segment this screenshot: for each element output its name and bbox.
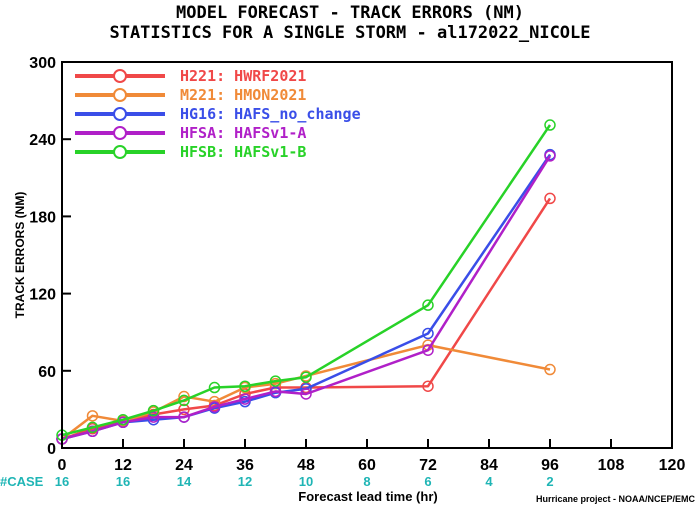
- x-tick-label: 36: [236, 457, 254, 474]
- x-tick-label: 84: [480, 457, 498, 474]
- credit-text: Hurricane project - NOAA/NCEP/EMC: [536, 494, 696, 504]
- case-count: 16: [116, 474, 130, 489]
- legend-entry: M221: HMON2021: [180, 86, 306, 104]
- data-point: [422, 344, 434, 356]
- legend-entry: HFSA: HAFSv1-A: [180, 124, 306, 142]
- series-1: [56, 192, 556, 445]
- data-point: [544, 192, 556, 205]
- y-tick-label: 60: [38, 364, 56, 381]
- data-point: [86, 410, 99, 422]
- y-axis-label: TRACK ERRORS (NM): [13, 192, 27, 319]
- x-tick-label: 12: [114, 457, 132, 474]
- case-count: 16: [55, 474, 69, 489]
- series-line: [61, 155, 552, 441]
- data-point: [178, 403, 190, 416]
- data-point: [239, 393, 251, 405]
- data-point: [147, 404, 160, 417]
- legend-entry: HG16: HAFS_no_change: [180, 105, 361, 123]
- series-layer: [56, 119, 556, 445]
- legend-entry: H221: HWRF2021: [180, 67, 306, 85]
- x-tick-label: 48: [297, 457, 315, 474]
- series-line: [61, 197, 552, 441]
- data-point: [178, 411, 190, 423]
- x-tick-label: 120: [659, 457, 686, 474]
- series-line: [61, 124, 552, 437]
- x-axis-label: Forecast lead time (hr): [298, 489, 437, 504]
- data-point: [239, 380, 251, 392]
- legend-swatch-marker: [113, 145, 127, 159]
- case-counts: #CASE 16 16 14 12 10 8 6 4 2: [0, 474, 554, 489]
- data-point: [178, 394, 190, 407]
- case-label: #CASE: [0, 474, 44, 489]
- y-tick-label: 120: [29, 287, 56, 304]
- case-count: 6: [424, 474, 431, 489]
- x-tick-label: 60: [358, 457, 376, 474]
- case-count: 10: [299, 474, 313, 489]
- data-point: [544, 150, 556, 162]
- data-point: [300, 388, 312, 400]
- y-tick-label: 0: [47, 441, 56, 458]
- x-tick-label: 24: [175, 457, 193, 474]
- legend-swatch-marker: [113, 126, 127, 140]
- case-count: 8: [363, 474, 370, 489]
- x-tick-label: 96: [541, 457, 559, 474]
- y-tick-label: 300: [29, 55, 56, 72]
- legend-swatch-marker: [113, 88, 127, 102]
- case-count: 4: [485, 474, 493, 489]
- data-point: [147, 411, 160, 423]
- case-count: 2: [546, 474, 553, 489]
- series-line: [61, 153, 552, 441]
- series-3: [56, 148, 556, 445]
- axis-ticks: 0 12 24 36 48 60 72 84 96 108 120 0 60 120 180 240 300: [29, 55, 685, 474]
- series-4: [56, 150, 556, 445]
- chart-title: MODEL FORECAST - TRACK ERRORS (NM): [176, 3, 524, 23]
- data-point: [86, 421, 99, 434]
- data-point: [269, 375, 282, 387]
- data-point: [544, 119, 556, 131]
- y-tick-label: 180: [29, 209, 56, 226]
- data-point: [300, 371, 312, 383]
- data-point: [117, 413, 129, 426]
- data-point: [422, 299, 434, 311]
- data-point: [422, 327, 434, 340]
- plot-area: [61, 61, 673, 449]
- legend-swatch-marker: [113, 107, 127, 121]
- chart-subtitle: STATISTICS FOR A SINGLE STORM - al172022…: [109, 23, 590, 43]
- x-tick-label: 0: [58, 457, 67, 474]
- data-point: [208, 401, 221, 413]
- legend-swatch-marker: [113, 69, 127, 83]
- x-tick-label: 72: [419, 457, 437, 474]
- data-point: [544, 363, 556, 376]
- data-point: [208, 381, 221, 394]
- x-tick-label: 108: [598, 457, 625, 474]
- case-count: 12: [238, 474, 252, 489]
- data-point: [422, 380, 434, 392]
- case-count: 14: [177, 474, 192, 489]
- legend-entry: HFSB: HAFSv1-B: [180, 143, 306, 161]
- y-tick-label: 240: [29, 132, 56, 149]
